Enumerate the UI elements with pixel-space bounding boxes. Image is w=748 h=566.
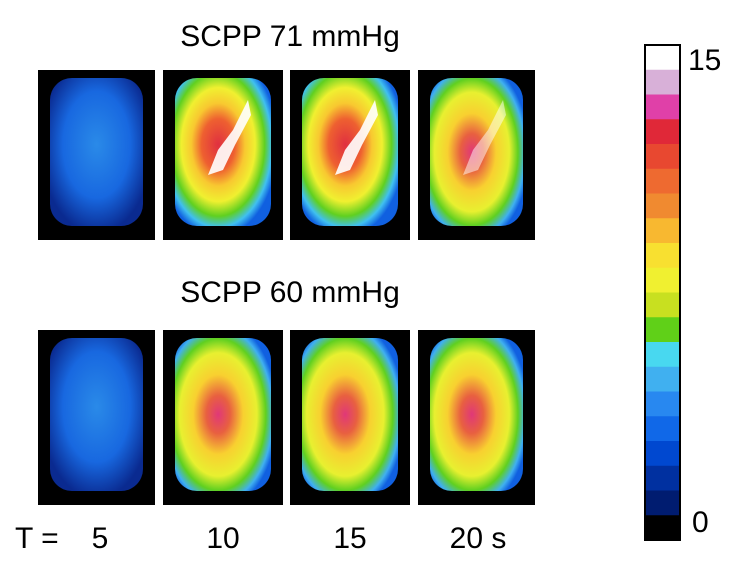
colorbar-segment bbox=[645, 193, 680, 219]
colorbar-min: 0 bbox=[692, 506, 709, 539]
colorbar-segment bbox=[645, 243, 680, 269]
time-label: 10 bbox=[206, 522, 239, 555]
colorbar-segment bbox=[645, 218, 680, 244]
colorbar-segment bbox=[645, 465, 680, 491]
tissue-blob bbox=[50, 78, 143, 226]
colorbar-segment bbox=[645, 490, 680, 516]
time-label: 20 s bbox=[450, 522, 507, 555]
panels bbox=[38, 70, 535, 505]
colorbar-segment bbox=[645, 416, 680, 442]
tissue-blob bbox=[430, 338, 523, 491]
colorbar-segment bbox=[645, 267, 680, 293]
row-title: SCPP 71 mmHg bbox=[180, 20, 400, 53]
colorbar-segment bbox=[645, 515, 680, 541]
hot-streak bbox=[208, 100, 251, 175]
time-prefix: T = bbox=[15, 522, 59, 555]
row-title: SCPP 60 mmHg bbox=[180, 276, 400, 309]
colorbar-segment bbox=[645, 441, 680, 467]
colorbar-max: 15 bbox=[688, 44, 721, 77]
colorbar-segment bbox=[645, 69, 680, 95]
colorbar-segment bbox=[645, 119, 680, 145]
colorbar-segment bbox=[645, 292, 680, 318]
tissue-blob bbox=[302, 338, 398, 491]
colorbar-segment bbox=[645, 391, 680, 417]
time-label: 15 bbox=[333, 522, 366, 555]
colorbar-segment bbox=[645, 94, 680, 120]
hot-streak bbox=[335, 100, 378, 175]
time-label: 5 bbox=[92, 522, 109, 555]
colorbar-segment bbox=[645, 366, 680, 392]
tissue-blob bbox=[50, 338, 143, 491]
colorbar-segment bbox=[645, 144, 680, 170]
colorbar-segment bbox=[645, 45, 680, 71]
tissue-blob bbox=[175, 338, 271, 491]
hot-streak bbox=[463, 100, 506, 175]
colorbar-segment bbox=[645, 168, 680, 194]
colorbar-segment bbox=[645, 317, 680, 343]
colorbar-segment bbox=[645, 342, 680, 368]
colorbar bbox=[645, 45, 680, 541]
colorbar-frame bbox=[644, 44, 681, 541]
